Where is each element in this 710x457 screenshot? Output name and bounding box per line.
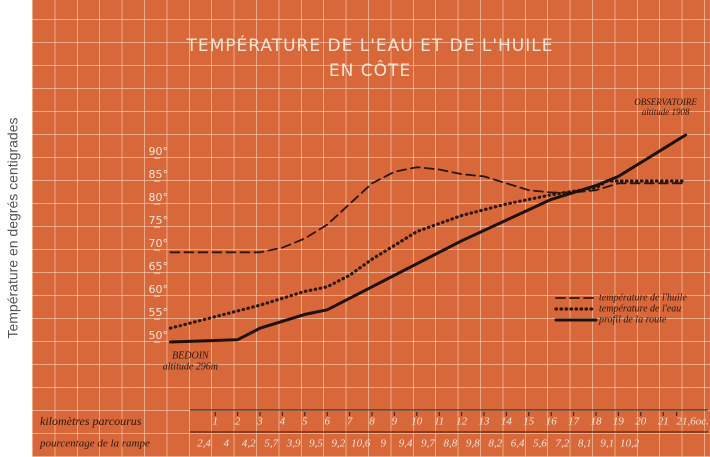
y-tick-label: 60° (149, 283, 169, 296)
x-tick-label: 13 (479, 416, 491, 428)
grade-value: 8,1 (578, 438, 592, 450)
x-tick-label: 4 (280, 416, 286, 428)
grade-value: 3,9 (286, 438, 301, 450)
x-tick-label: 18 (591, 416, 603, 428)
x-tick-label: 15 (523, 416, 535, 428)
y-axis-label: Température en degrés centigrades (5, 117, 21, 338)
grade-value: 9,4 (399, 438, 413, 450)
grade-value: 8,2 (488, 438, 502, 450)
x-tick-label: 8 (369, 416, 375, 428)
x-tick-label: 14 (501, 416, 513, 428)
grade-value: 9 (380, 438, 386, 450)
grade-value: 9,5 (309, 438, 323, 450)
y-tick-label: 90° (149, 145, 169, 158)
y-tick-label: 50° (149, 329, 169, 342)
x-tick-label: 19 (613, 416, 625, 428)
x-tick-label: 17 (568, 416, 580, 428)
legend-label: température de l'eau (599, 303, 681, 314)
legend-label: profil de la route (598, 314, 667, 325)
x-tick-label: 12 (456, 416, 468, 428)
grade-value: 8,8 (444, 438, 458, 450)
x-tick-label: 1 (212, 416, 218, 428)
grade-value: 9,2 (332, 438, 346, 450)
grade-value: 9,8 (466, 438, 480, 450)
annotation: OBSERVATOIRE (634, 97, 697, 107)
grade-value: 10,2 (620, 438, 640, 450)
annotation: altitude 296m (163, 361, 218, 372)
x-tick-label: 6 (324, 416, 330, 428)
x-tick-label: 21,6oc. (676, 416, 708, 428)
page: Température en degrés centigrades TEMPÉR… (0, 0, 710, 457)
annotation: BEDOIN (172, 350, 210, 361)
grade-value: 5,6 (533, 438, 547, 450)
x-tick-label: 10 (411, 416, 423, 428)
grade-value: 2,4 (197, 438, 211, 450)
chart-title: TEMPÉRATURE DE L'EAU ET DE L'HUILE (186, 34, 554, 56)
x-tick-label: 16 (546, 416, 558, 428)
chart-title: EN CÔTE (329, 59, 411, 81)
y-tick-label: 65° (149, 260, 169, 273)
y-tick-label: 55° (149, 306, 169, 319)
x-axis-label: kilomètres parcourus (40, 414, 142, 428)
y-tick-label: 85° (149, 168, 169, 181)
annotation: altitude 1908 (642, 107, 690, 117)
x-tick-label: 20 (635, 416, 647, 428)
grade-value: 10,6 (351, 438, 371, 450)
y-tick-label: 70° (149, 237, 169, 250)
grade-value: 7,2 (556, 438, 570, 450)
x-tick-label: 5 (302, 416, 308, 428)
legend-label: température de l'huile (599, 292, 687, 303)
grade-value: 9,7 (421, 438, 435, 450)
x-tick-label: 9 (392, 416, 398, 428)
y-tick-label: 80° (149, 191, 169, 204)
x-tick-label: 7 (347, 416, 353, 428)
x-tick-label: 11 (434, 416, 444, 428)
x-tick-label: 21 (658, 416, 669, 428)
grade-label: pourcentage de la rampe (39, 438, 150, 450)
x-tick-label: 2 (235, 416, 241, 428)
grade-value: 4,2 (242, 438, 256, 450)
grade-value: 4 (224, 438, 230, 450)
grade-value: 9,1 (600, 438, 614, 450)
grade-value: 6,4 (511, 438, 525, 450)
y-tick-label: 75° (149, 214, 169, 227)
x-tick-label: 3 (256, 416, 263, 428)
grade-value: 5,7 (264, 438, 278, 450)
chart: Température en degrés centigrades TEMPÉR… (0, 0, 710, 457)
